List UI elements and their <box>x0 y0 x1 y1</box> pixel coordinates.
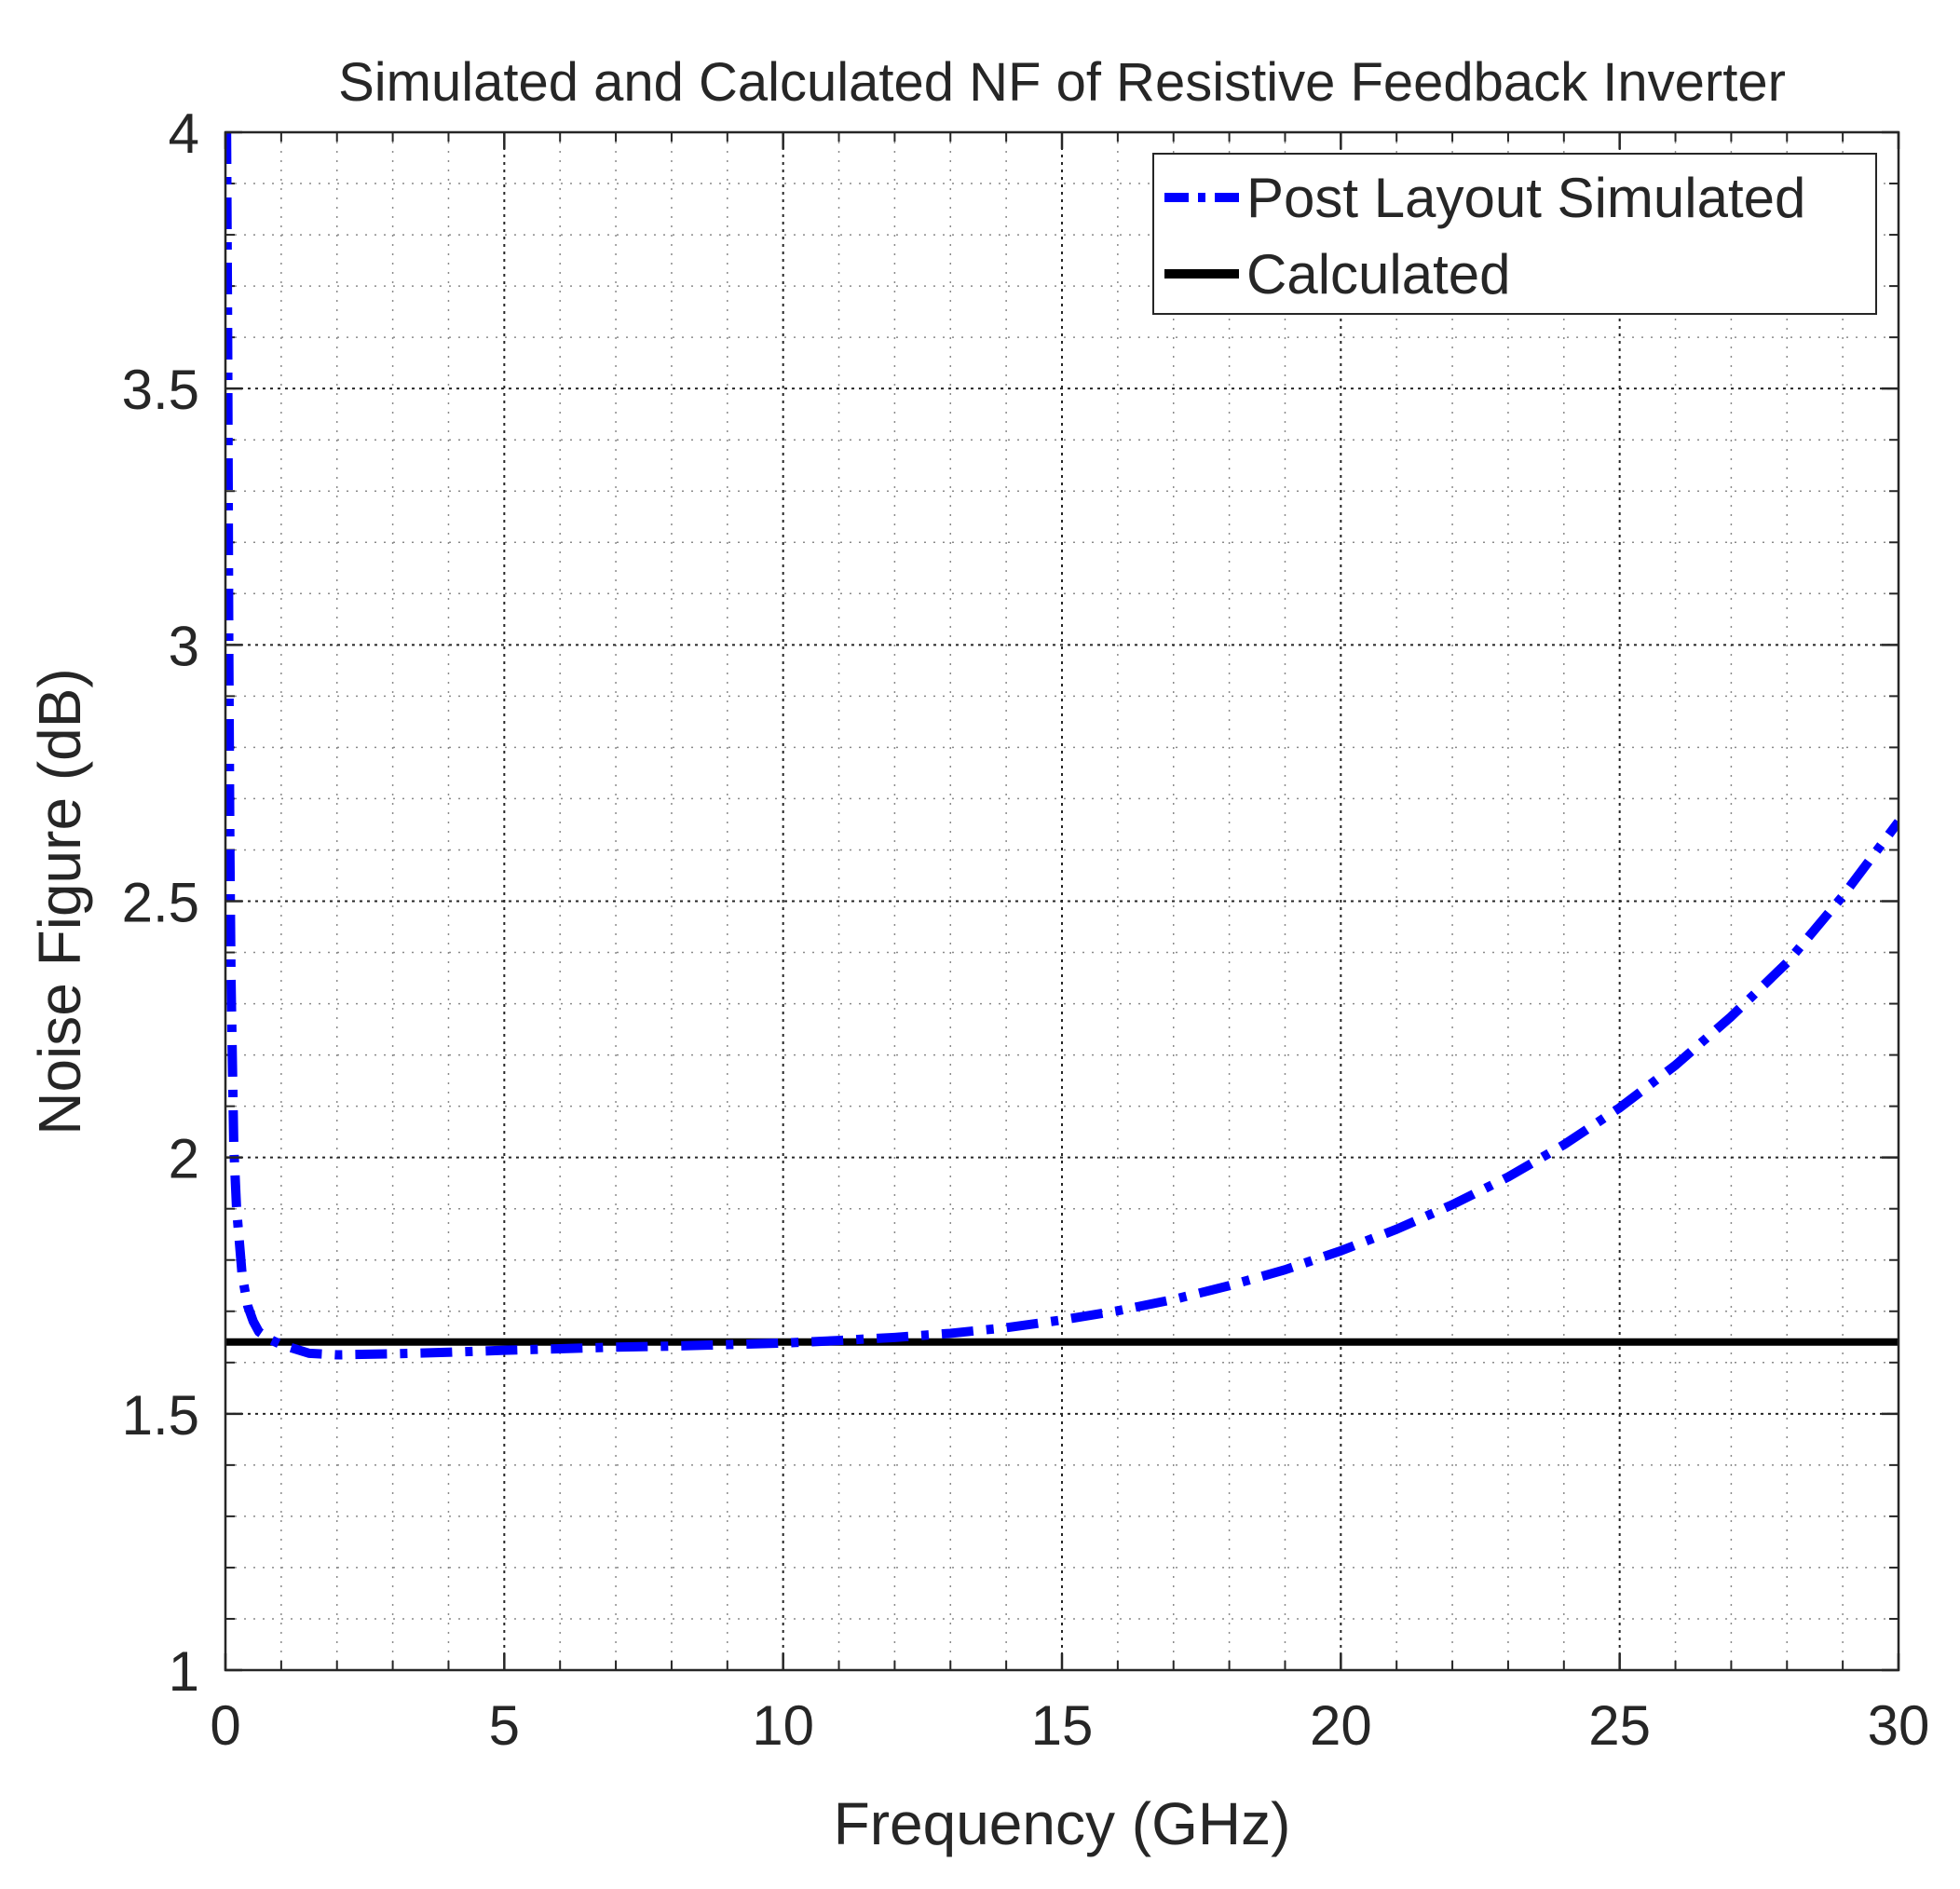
x-tick-label: 10 <box>752 1694 814 1757</box>
x-tick-label: 25 <box>1588 1694 1651 1757</box>
x-ticks: 0 5 10 15 20 25 30 <box>210 132 1929 1757</box>
series-line-simulated <box>225 132 1899 1360</box>
y-tick-label: 4 <box>169 102 199 165</box>
legend-box <box>1152 153 1877 315</box>
y-tick-label: 3.5 <box>122 359 199 421</box>
y-tick-label: 1 <box>169 1640 199 1703</box>
y-ticks: 1 1.5 2 2.5 3 3.5 4 <box>122 102 1899 1703</box>
x-tick-label: 20 <box>1310 1694 1372 1757</box>
legend-label-calculated: Calculated <box>1246 243 1511 306</box>
x-axis-label: Frequency (GHz) <box>834 1790 1291 1857</box>
legend-label-simulated: Post Layout Simulated <box>1246 167 1805 229</box>
x-tick-label: 5 <box>489 1694 520 1757</box>
series-layer <box>225 132 1899 1360</box>
legend: Post Layout Simulated Calculated <box>1152 153 1877 315</box>
y-tick-label: 2 <box>169 1128 199 1190</box>
x-tick-label: 0 <box>210 1694 240 1757</box>
x-tick-label: 15 <box>1031 1694 1094 1757</box>
y-tick-label: 2.5 <box>122 872 199 934</box>
chart-title: Simulated and Calculated NF of Resistive… <box>338 52 1786 113</box>
x-tick-label: 30 <box>1868 1694 1930 1757</box>
y-tick-label: 1.5 <box>122 1384 199 1447</box>
y-tick-label: 3 <box>169 615 199 677</box>
y-axis-label: Noise Figure (dB) <box>26 668 93 1135</box>
